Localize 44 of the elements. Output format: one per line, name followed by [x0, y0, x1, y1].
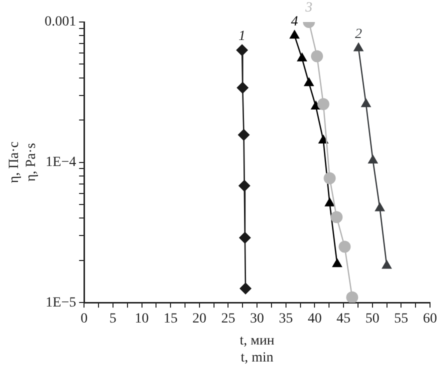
- point: [338, 240, 351, 253]
- point: [238, 232, 251, 244]
- x-axis-title: t, мин t, min: [240, 333, 275, 366]
- series-label: 1: [238, 28, 246, 44]
- point: [311, 50, 324, 62]
- point: [236, 82, 249, 94]
- x-tick-label: 10: [134, 312, 149, 327]
- point: [324, 197, 335, 206]
- point: [304, 77, 314, 86]
- x-tick-label: 60: [423, 312, 437, 327]
- point: [238, 128, 250, 141]
- x-tick-label: 55: [394, 312, 408, 327]
- point: [289, 30, 300, 39]
- y-tick-label: 1E−5: [46, 295, 76, 310]
- point: [296, 52, 308, 62]
- x-tick-label: 20: [192, 312, 206, 327]
- x-tick-label: 40: [308, 312, 322, 327]
- x-tick-label: 25: [221, 312, 236, 327]
- point: [238, 180, 250, 192]
- x-tick-label: 50: [365, 312, 380, 327]
- series-label: 4: [291, 14, 298, 30]
- x-tick-label: 15: [164, 312, 178, 327]
- point: [346, 291, 358, 303]
- y-tick-label: 1E−4: [46, 154, 76, 170]
- point: [330, 211, 343, 224]
- x-tick-label: 0: [80, 312, 88, 327]
- point: [317, 98, 330, 110]
- point: [374, 202, 386, 212]
- x-tick-label: 5: [109, 312, 116, 327]
- point: [332, 258, 342, 268]
- x-tick-label: 35: [278, 312, 293, 327]
- point: [382, 260, 392, 269]
- y-tick-label: 0.001: [44, 14, 76, 30]
- point: [324, 172, 336, 184]
- series-label: 3: [304, 0, 312, 16]
- point: [236, 44, 248, 56]
- point: [240, 282, 252, 295]
- series-label: 2: [355, 26, 362, 42]
- x-tick-label: 45: [336, 312, 351, 327]
- point: [353, 42, 364, 52]
- x-tick-label: 30: [250, 312, 264, 327]
- point: [360, 98, 372, 108]
- point: [368, 154, 378, 164]
- y-axis-title: η, Па·с η, Pa·s: [7, 142, 39, 184]
